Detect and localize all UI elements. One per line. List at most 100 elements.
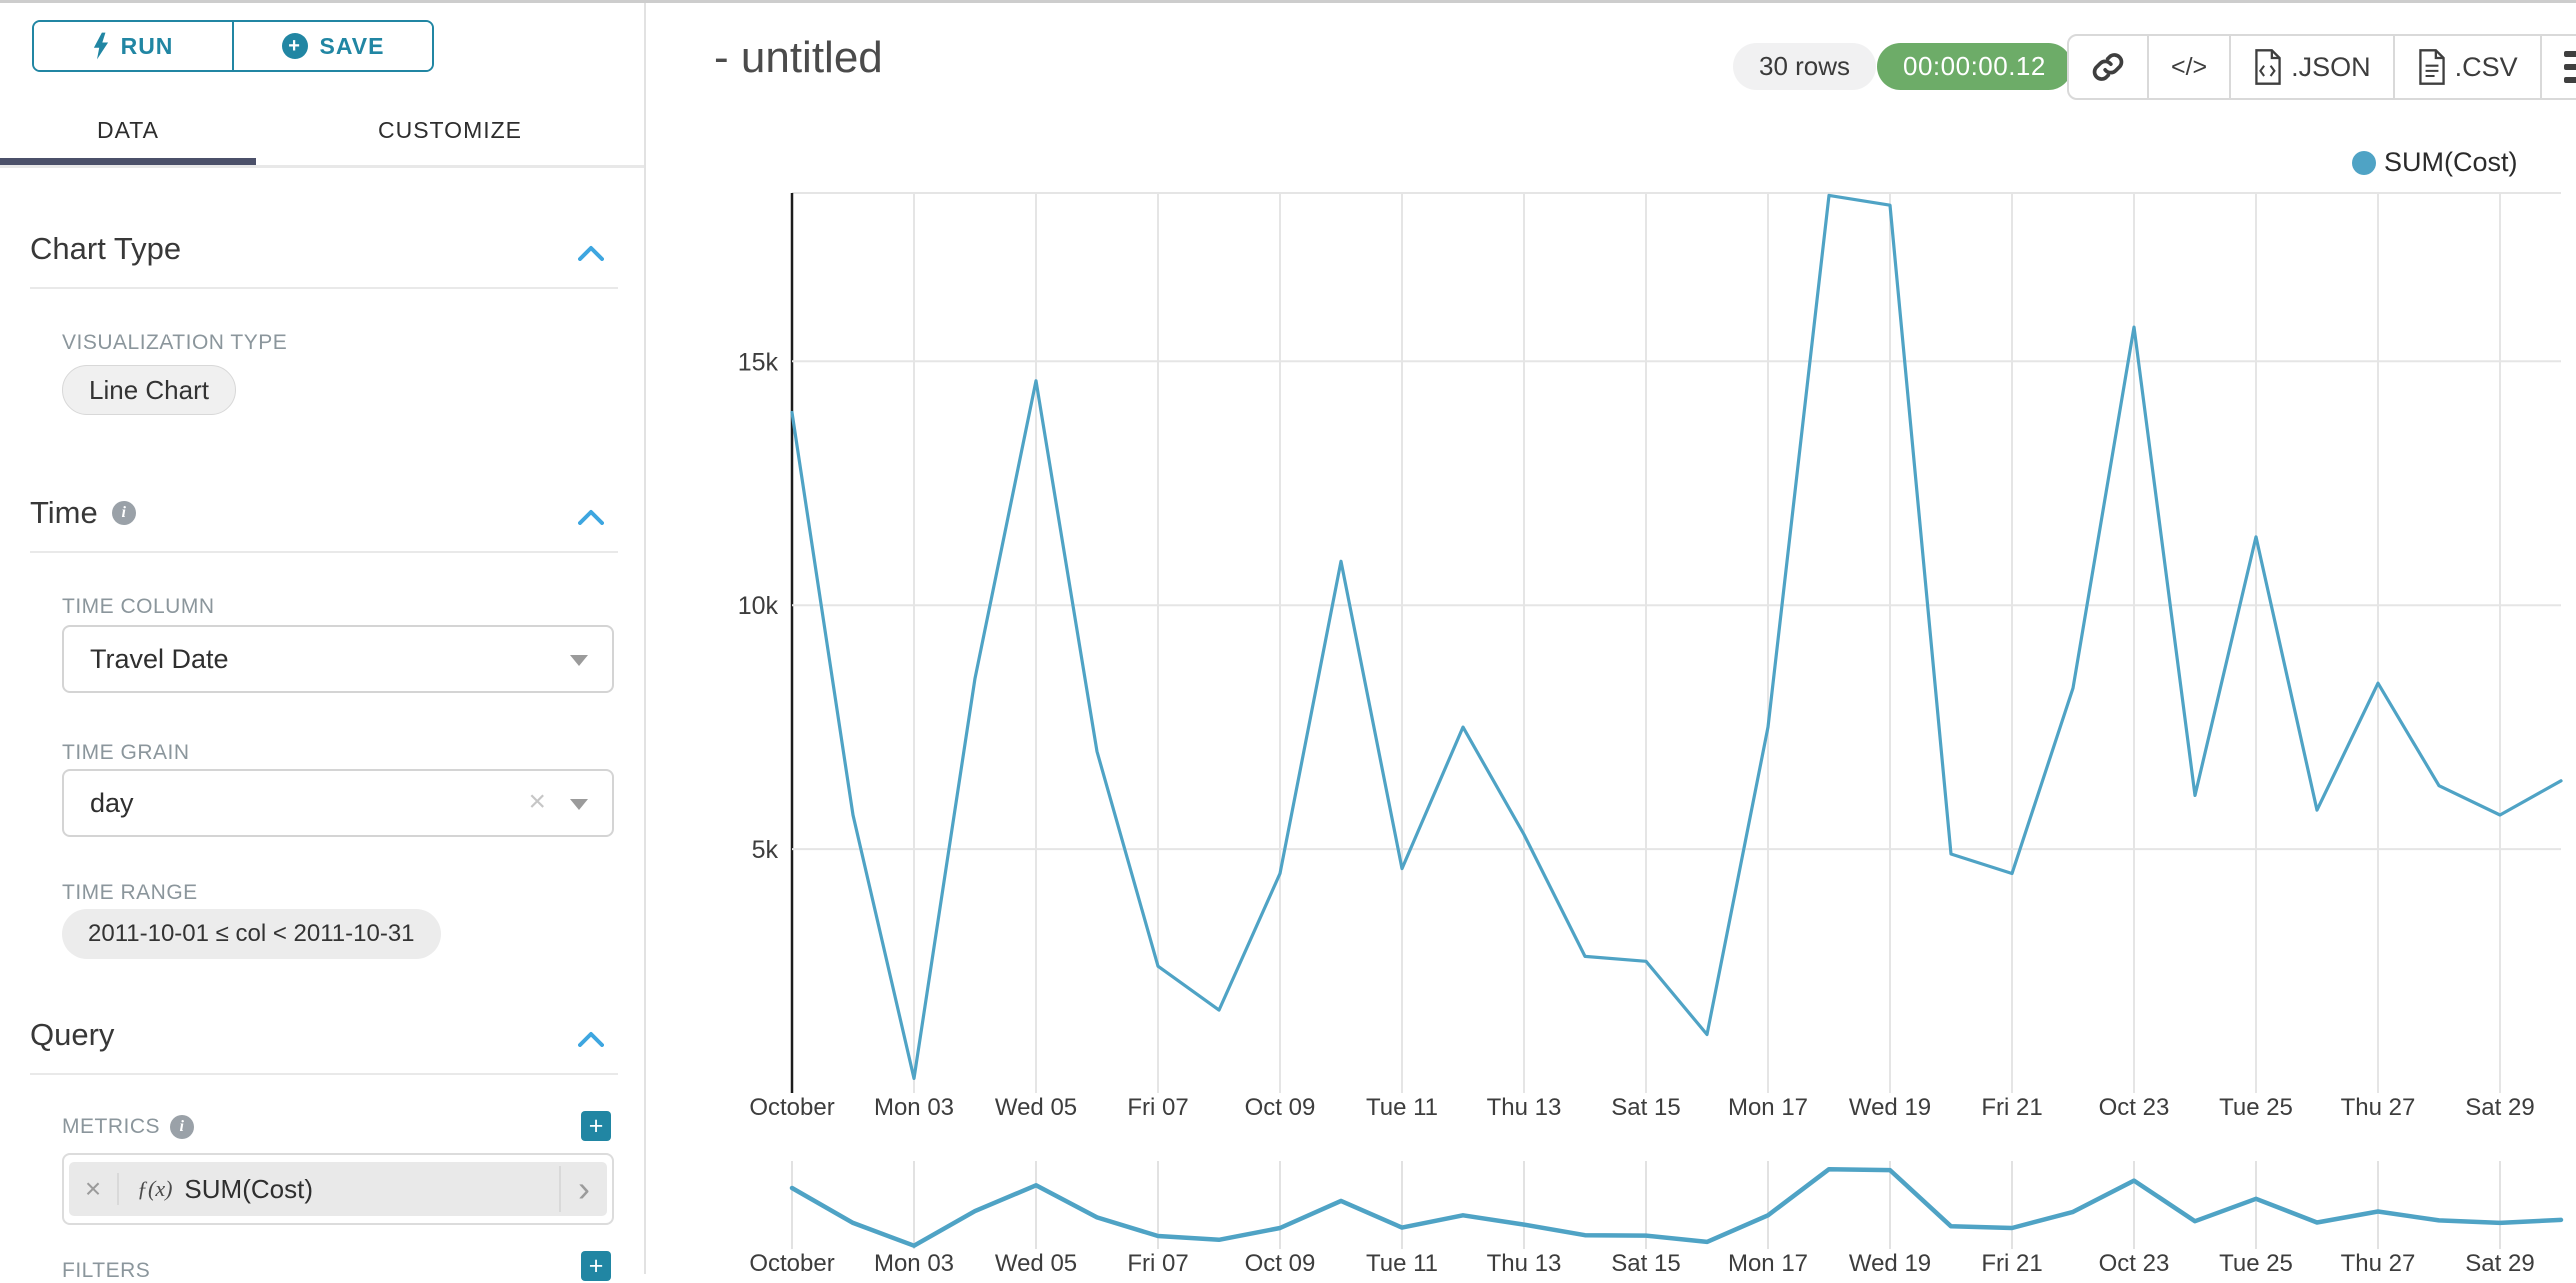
- chevron-right-icon[interactable]: ›: [559, 1165, 607, 1213]
- caret-down-icon: [570, 655, 588, 666]
- menu-button[interactable]: [2539, 36, 2576, 98]
- chevron-up-icon[interactable]: [578, 1031, 604, 1047]
- mini-x-axis-label: Sat 29: [2465, 1250, 2534, 1274]
- time-column-value: Travel Date: [90, 643, 229, 674]
- run-button[interactable]: RUN: [34, 22, 232, 70]
- mini-x-axis-label: Thu 27: [2341, 1250, 2416, 1274]
- json-file-icon: [2255, 49, 2281, 85]
- query-section-title: Query: [30, 1017, 115, 1052]
- add-metric-button[interactable]: +: [581, 1111, 611, 1141]
- mini-x-axis-label: Oct 09: [1245, 1250, 1316, 1274]
- export-csv-label: .CSV: [2454, 51, 2518, 82]
- mini-x-axis-label: Tue 11: [1366, 1250, 1438, 1274]
- metrics-label: METRICS i: [62, 1115, 194, 1139]
- save-button-label: SAVE: [319, 32, 385, 59]
- time-range-pill[interactable]: 2011-10-01 ≤ col < 2011-10-31: [62, 909, 441, 959]
- section-divider: [30, 1073, 618, 1075]
- chevron-up-icon[interactable]: [578, 509, 604, 525]
- chart-title[interactable]: - untitled: [714, 33, 883, 82]
- mini-x-axis-label: Wed 19: [1849, 1250, 1931, 1274]
- mini-preview-chart[interactable]: October Mon 03 Wed 05 Fri 07 Oct 09 Tue 11 Thu…: [646, 1130, 2576, 1274]
- window-top-border: [0, 0, 2576, 3]
- visualization-type-pill[interactable]: Line Chart: [62, 365, 236, 415]
- mini-x-axis-label: Thu 13: [1487, 1250, 1562, 1274]
- run-save-button-group: RUN + SAVE: [32, 20, 434, 72]
- section-divider: [30, 551, 618, 553]
- hamburger-icon: [2563, 51, 2576, 83]
- time-column-label: TIME COLUMN: [62, 595, 215, 618]
- function-icon: ƒ(x): [137, 1176, 173, 1201]
- mini-x-axis-label: Oct 23: [2099, 1250, 2170, 1274]
- x-axis-label: Mon 03: [874, 1094, 954, 1121]
- csv-file-icon: [2418, 49, 2445, 85]
- time-column-select[interactable]: Travel Date: [62, 625, 614, 693]
- mini-x-axis-label: Fri 07: [1127, 1250, 1188, 1274]
- share-link-button[interactable]: [2069, 36, 2147, 98]
- mini-x-axis-label: Fri 21: [1981, 1250, 2042, 1274]
- x-axis-label: Sat 29: [2465, 1094, 2534, 1121]
- time-grain-label: TIME GRAIN: [62, 741, 190, 764]
- tab-data[interactable]: DATA: [97, 117, 159, 143]
- mini-x-axis-label: Tue 25: [2219, 1250, 2293, 1274]
- y-axis-label: 10k: [738, 592, 779, 620]
- mini-x-axis-label: Mon 03: [874, 1250, 954, 1274]
- line-chart: October Mon 03 Wed 05 Fri 07 Oct 09 Tue 11 Thu…: [738, 192, 2563, 1121]
- view-query-button[interactable]: </>: [2147, 36, 2229, 98]
- clear-icon[interactable]: ×: [528, 785, 546, 818]
- x-axis-label: Thu 27: [2341, 1094, 2416, 1121]
- x-axis-label: Mon 17: [1728, 1094, 1808, 1121]
- save-button[interactable]: + SAVE: [232, 22, 432, 70]
- x-axis-label: Oct 23: [2099, 1094, 2170, 1121]
- time-section-header: Time i: [30, 495, 136, 531]
- info-icon[interactable]: i: [111, 501, 136, 525]
- export-json-button[interactable]: .JSON: [2229, 36, 2393, 98]
- cost-line: [790, 193, 2563, 1081]
- info-icon[interactable]: i: [170, 1115, 194, 1139]
- active-tab-underline: [0, 158, 256, 165]
- caret-down-icon: [570, 799, 588, 810]
- time-grain-select[interactable]: day ×: [62, 769, 614, 837]
- tab-customize[interactable]: CUSTOMIZE: [377, 117, 523, 143]
- x-axis-label: Thu 13: [1487, 1094, 1562, 1121]
- filters-label: FILTERS: [62, 1259, 151, 1282]
- plus-circle-icon: +: [281, 33, 308, 59]
- add-filter-button[interactable]: +: [581, 1251, 611, 1281]
- mini-x-axis-label: October: [749, 1250, 834, 1274]
- chart-panel: - untitled 30 rows 00:00:00.12 </> .JSON: [646, 3, 2576, 1274]
- row-count-badge: 30 rows: [1733, 43, 1877, 90]
- link-icon: [2092, 53, 2124, 81]
- mini-x-axis-label: Mon 17: [1728, 1250, 1808, 1274]
- mini-x-axis-label: Sat 15: [1611, 1250, 1680, 1274]
- export-button-group: </> .JSON .CSV: [2067, 34, 2576, 100]
- legend-item[interactable]: SUM(Cost): [2352, 147, 2518, 178]
- export-csv-button[interactable]: .CSV: [2392, 36, 2540, 98]
- remove-metric-icon[interactable]: ×: [69, 1173, 119, 1205]
- x-axis-label: Fri 21: [1981, 1094, 2042, 1121]
- chart-type-section-title: Chart Type: [30, 231, 182, 266]
- metric-token[interactable]: × ƒ(x) SUM(Cost) ›: [69, 1162, 607, 1216]
- query-timer-badge: 00:00:00.12: [1877, 43, 2072, 90]
- x-axis-label: Wed 19: [1849, 1094, 1931, 1121]
- chevron-up-icon[interactable]: [578, 245, 604, 261]
- mini-x-axis-label: Wed 05: [995, 1250, 1077, 1274]
- legend-dot: [2352, 150, 2376, 175]
- section-divider: [30, 287, 618, 289]
- control-panel-sidebar: RUN + SAVE DATA CUSTOMIZE Chart Type VIS…: [0, 3, 646, 1282]
- metrics-container: × ƒ(x) SUM(Cost) ›: [62, 1153, 614, 1225]
- run-button-label: RUN: [120, 32, 174, 59]
- x-axis-label: October: [749, 1094, 834, 1121]
- mini-cost-line: [789, 1166, 2564, 1248]
- x-axis-label: Fri 07: [1127, 1094, 1188, 1121]
- x-axis-label: Oct 09: [1245, 1094, 1316, 1121]
- sidebar-tabs: DATA CUSTOMIZE: [0, 99, 644, 168]
- time-grain-value: day: [90, 787, 134, 818]
- y-axis-label: 15k: [738, 348, 779, 376]
- visualization-type-label: VISUALIZATION TYPE: [62, 331, 288, 354]
- x-axis-label: Sat 15: [1611, 1094, 1680, 1121]
- y-axis-label: 5k: [752, 836, 779, 864]
- x-axis-label: Tue 25: [2219, 1094, 2293, 1121]
- legend-label: SUM(Cost): [2384, 147, 2518, 177]
- x-axis-label: Tue 11: [1366, 1094, 1438, 1121]
- lightning-bolt-icon: [93, 32, 108, 60]
- time-section-title: Time: [30, 495, 98, 530]
